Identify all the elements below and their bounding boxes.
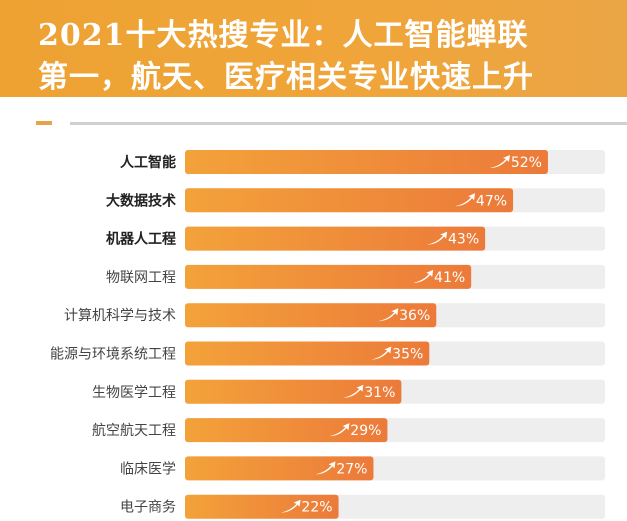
trend-up-arrow-icon: [329, 423, 350, 437]
bar: [185, 226, 486, 251]
title-line-1: 2021十大热搜专业：人工智能蝉联: [38, 18, 529, 53]
category-label: 物联网工程: [106, 270, 176, 286]
bar: [185, 188, 514, 213]
data-label: 47%: [476, 193, 507, 209]
trend-up-arrow-icon: [315, 461, 336, 475]
trend-up-arrow-icon: [455, 193, 476, 207]
category-label: 大数据技术: [106, 192, 176, 209]
category-label: 电子商务: [120, 500, 176, 516]
trend-up-arrow-icon: [413, 269, 434, 283]
bar: [185, 418, 388, 443]
data-label: 43%: [448, 232, 479, 248]
accent-dash: [36, 121, 52, 125]
bar: [185, 150, 548, 174]
bar: [185, 303, 437, 328]
trend-up-arrow-icon: [378, 308, 399, 322]
category-label: 人工智能: [120, 154, 176, 171]
data-label: 35%: [392, 347, 423, 363]
data-label: 27%: [336, 461, 367, 477]
data-label: 52%: [511, 155, 542, 171]
category-label: 生物医学工程: [92, 385, 176, 401]
bar: [185, 379, 402, 404]
title-line-2: 第一，航天、医疗相关专业快速上升: [38, 60, 534, 95]
trend-up-arrow-icon: [371, 346, 392, 360]
bar: [185, 264, 472, 289]
category-label: 计算机科学与技术: [64, 308, 176, 324]
category-label: 机器人工程: [106, 231, 176, 248]
divider-line: [70, 122, 627, 125]
bar: [185, 456, 374, 481]
trend-up-arrow-icon: [343, 384, 364, 398]
bar: [185, 341, 430, 366]
data-label: 36%: [399, 308, 430, 324]
data-label: 29%: [350, 423, 381, 439]
category-label: 航空航天工程: [92, 423, 176, 439]
category-label: 临床医学: [120, 461, 176, 477]
category-label: 能源与环境系统工程: [50, 347, 176, 363]
data-label: 41%: [434, 270, 465, 286]
data-label: 22%: [301, 500, 332, 516]
title-banner: 2021十大热搜专业：人工智能蝉联 第一，航天、医疗相关专业快速上升: [0, 0, 627, 97]
trend-up-arrow-icon: [427, 231, 448, 245]
trend-up-arrow-icon: [489, 155, 510, 168]
data-label: 31%: [364, 385, 395, 401]
trend-up-arrow-icon: [280, 499, 301, 513]
